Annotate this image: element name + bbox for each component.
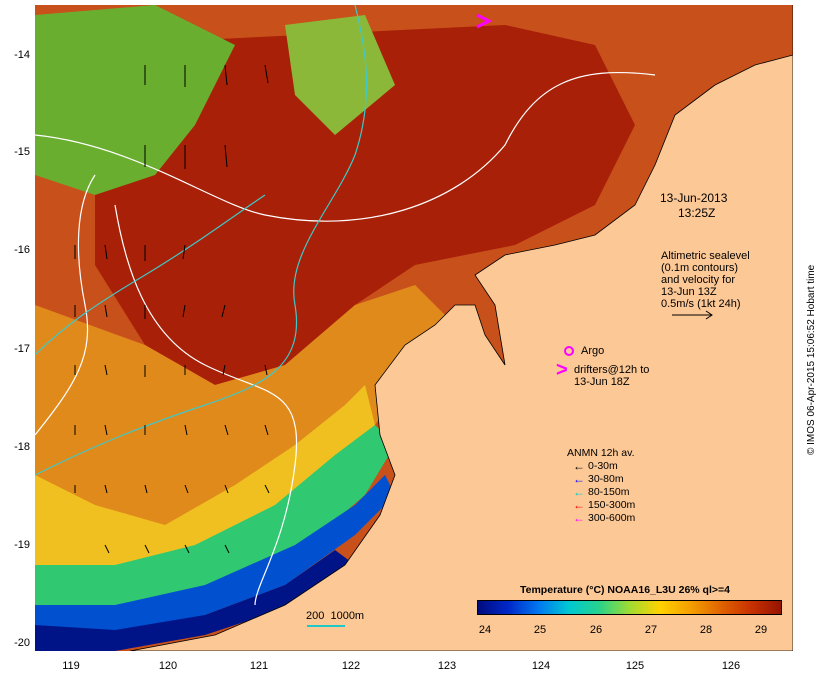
anmn-legend-item: ← 150-300m [573, 499, 635, 511]
y-tick: -15 [14, 146, 30, 158]
sst-map [35, 5, 793, 651]
cool-patch-nw [35, 5, 235, 195]
colorbar-title: Temperature (°C) NOAA16_L3U 26% ql>=4 [520, 584, 730, 596]
legend-label: 0-30m [588, 460, 618, 472]
arrow-icon: ← [573, 459, 585, 473]
colorbar-tick: 29 [754, 624, 768, 636]
anmn-legend-title: ANMN 12h av. [567, 447, 635, 459]
land-mass [129, 5, 793, 651]
sealevel-contour [35, 174, 96, 436]
sealevel-contour [114, 204, 297, 606]
colorbar-tick: 26 [589, 624, 603, 636]
anmn-legend-item: ← 30-80m [573, 473, 624, 485]
y-tick: -17 [14, 343, 30, 355]
x-tick: 120 [158, 660, 178, 672]
arrow-icon: ← [573, 472, 585, 486]
x-tick: 126 [721, 660, 741, 672]
drifter-icon: > [556, 359, 568, 381]
cool-patch-n [285, 15, 395, 135]
arrow-icon: ← [573, 498, 585, 512]
altimetry-line: 0.5m/s (1kt 24h) [661, 298, 741, 310]
velocity-arrows [74, 64, 270, 554]
warm-pool [95, 25, 635, 385]
x-tick: 123 [437, 660, 457, 672]
anmn-legend-item: ← 80-150m [573, 486, 629, 498]
arrow-icon: ← [573, 485, 585, 499]
drifters-label: drifters@12h to [574, 364, 650, 376]
coldest-band [35, 550, 355, 651]
temperature-colorbar [477, 600, 782, 615]
altimetry-note: Altimetric sealevel (0.1m contours) and … [661, 250, 750, 310]
sst-map-canvas [35, 5, 793, 651]
colorbar-tick: 28 [699, 624, 713, 636]
anmn-legend-item: ← 0-30m [573, 460, 618, 472]
image-time: 13:25Z [678, 206, 716, 220]
legend-label: 150-300m [588, 499, 636, 511]
sealevel-contour [35, 71, 656, 222]
y-tick: -20 [14, 637, 30, 649]
legend-label: 300-600m [588, 512, 636, 524]
image-date: 13-Jun-2013 [660, 191, 728, 205]
isobath-1000 [35, 194, 266, 356]
yellow-band [35, 385, 375, 615]
y-tick: -14 [14, 49, 30, 61]
arrow-icon: ← [573, 511, 585, 525]
x-tick: 121 [249, 660, 269, 672]
credit-text: © IMOS 06-Apr-2015 15:06:52 Hobart time [806, 264, 817, 455]
velocity-scale-arrow [672, 310, 713, 320]
altimetry-line: (0.1m contours) [661, 262, 739, 274]
colorbar-tick: 24 [478, 624, 492, 636]
anmn-legend-item: ← 300-600m [573, 512, 635, 524]
isobath-scale-label: 200 1000m [306, 610, 365, 622]
colorbar-tick: 27 [644, 624, 658, 636]
altimetry-line: 13-Jun 13Z [661, 286, 717, 298]
y-tick: -18 [14, 441, 30, 453]
green-band [35, 425, 395, 625]
drifters-label-2: 13-Jun 18Z [574, 376, 630, 388]
x-tick: 119 [62, 660, 80, 672]
argo-circle-icon [564, 346, 574, 356]
y-tick: -16 [14, 244, 30, 256]
legend-label: 30-80m [588, 473, 624, 485]
colorbar-tick: 25 [533, 624, 547, 636]
altimetry-line: and velocity for [661, 274, 735, 286]
x-tick: 124 [531, 660, 551, 672]
isobath-200 [35, 5, 368, 476]
drifter-marker [476, 13, 493, 29]
altimetry-line: Altimetric sealevel [661, 250, 750, 262]
x-tick: 125 [625, 660, 645, 672]
x-tick: 122 [341, 660, 361, 672]
legend-label: 80-150m [588, 486, 630, 498]
isobath-scale-line [307, 625, 345, 627]
argo-label: Argo [581, 345, 605, 357]
y-tick: -19 [14, 539, 30, 551]
